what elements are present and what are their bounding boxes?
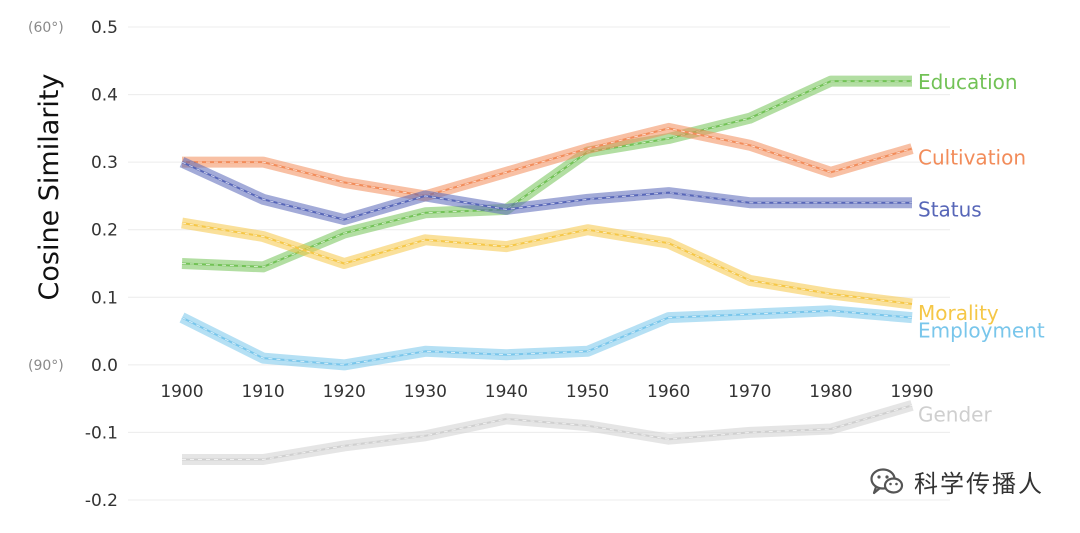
series-band-morality: [181, 217, 913, 310]
x-tick-label: 1960: [647, 382, 690, 402]
series-label-status: Status: [918, 198, 982, 222]
series-labels: Education Cultivation Status MoralityEmploy…: [918, 70, 1045, 426]
y-tick-label: 0.3: [91, 153, 118, 173]
y-tick-label: 0.0: [91, 356, 118, 376]
y-tick-label: -0.2: [85, 491, 118, 511]
x-tick-label: 1910: [241, 382, 284, 402]
x-tick-label: 1930: [404, 382, 447, 402]
series-centerline-gender: [182, 404, 913, 460]
series-centerline-status: [181, 161, 912, 221]
angle-annotation: (90°): [28, 358, 64, 374]
series-centerline-employment: [181, 310, 913, 366]
angle-annotation: (60°): [28, 20, 64, 36]
x-tick-label: 1970: [728, 382, 771, 402]
series-label-morality: Morality: [918, 301, 999, 325]
x-tick-label: 1920: [323, 382, 366, 402]
x-tick-label: 1950: [566, 382, 609, 402]
watermark: 科学传播人: [870, 464, 1044, 499]
x-tick-label: 1940: [485, 382, 528, 402]
y-tick-label: 0.5: [91, 18, 118, 38]
y-tick-label: 0.2: [91, 221, 118, 241]
angle-annotations: (60°) (90°): [28, 20, 64, 374]
chart-series: [179, 75, 914, 465]
series-label-education: Education: [918, 70, 1018, 94]
y-axis-label: Cosine Similarity: [34, 74, 65, 301]
series-label-gender: Gender: [918, 402, 992, 426]
y-tick-label: 0.1: [91, 288, 118, 308]
series-line-morality: [181, 222, 913, 305]
wechat-logo-icon: [870, 467, 904, 494]
x-tick-label: 1980: [809, 382, 852, 402]
x-tick-label: 1900: [160, 382, 203, 402]
series-label-cultivation: Cultivation: [918, 146, 1026, 170]
y-tick-label: 0.4: [91, 86, 118, 106]
series-centerline-cultivation: [182, 127, 913, 197]
series-centerline-education: [181, 80, 912, 268]
x-axis-ticks: 1900 1910 1920 1930 1940 1950 1960 1970 1980 1990: [160, 382, 933, 402]
series-label-employment: Employment: [918, 319, 1045, 343]
y-tick-label: -0.1: [85, 423, 118, 443]
watermark-text: 科学传播人: [914, 470, 1044, 498]
x-tick-label: 1990: [890, 382, 933, 402]
series-band-employment: [179, 305, 913, 371]
y-axis-ticks: 0.5 0.4 0.3 0.2 0.1 0.0 -0.1 -0.2: [85, 18, 118, 511]
